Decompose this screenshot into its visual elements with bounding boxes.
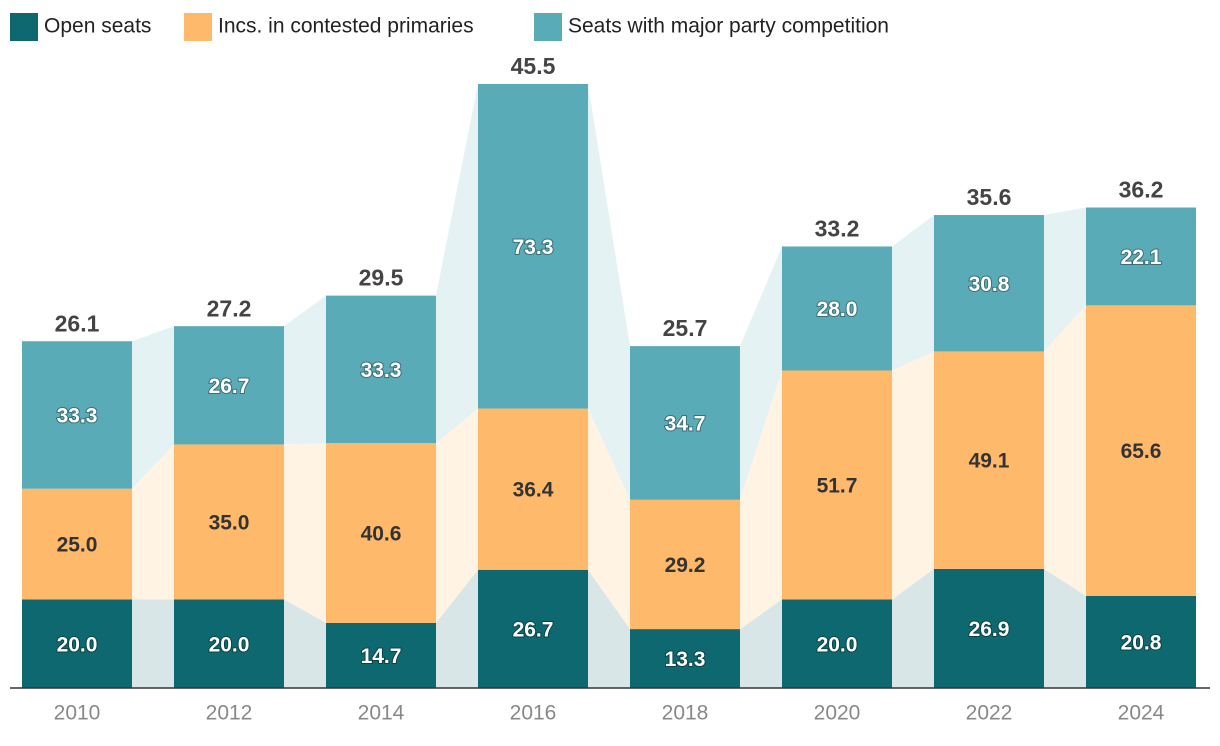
bar-segment — [22, 599, 132, 688]
bar-segment — [326, 295, 436, 444]
value-label: 20.0 — [209, 633, 250, 656]
value-label: 49.1 — [969, 450, 1010, 473]
x-tick-label: 2024 — [1118, 702, 1165, 725]
bar-segment — [630, 499, 740, 630]
total-label: 26.1 — [55, 310, 100, 336]
x-tick-label: 2022 — [966, 702, 1013, 725]
bar-segment — [782, 246, 892, 371]
x-tick-label: 2018 — [662, 702, 709, 725]
value-label: 26.9 — [969, 618, 1010, 641]
value-label: 29.2 — [665, 554, 706, 577]
connector — [588, 569, 630, 688]
connector — [892, 568, 934, 688]
bar-segment — [934, 215, 1044, 352]
value-label: 20.0 — [57, 633, 98, 656]
connector — [436, 408, 478, 623]
value-label: 35.0 — [209, 511, 250, 534]
legend-label: Open seats — [44, 15, 151, 38]
legend-label: Seats with major party competition — [568, 15, 889, 38]
value-label: 20.8 — [1121, 631, 1162, 654]
bar-segment — [1086, 305, 1196, 596]
connector — [740, 370, 782, 630]
bar-segment — [174, 444, 284, 600]
legend-swatch — [534, 13, 562, 41]
connector — [284, 443, 326, 623]
value-label: 22.1 — [1121, 246, 1162, 269]
x-tick-label: 2014 — [358, 702, 405, 725]
total-label: 45.5 — [511, 53, 556, 79]
value-label: 30.8 — [969, 273, 1010, 296]
value-label: 33.3 — [361, 359, 402, 382]
bar-segment — [478, 569, 588, 688]
connector — [1044, 207, 1086, 352]
total-label: 35.6 — [967, 184, 1012, 210]
bar-segment — [174, 599, 284, 688]
bar-segment — [630, 346, 740, 500]
value-label: 14.7 — [361, 645, 402, 668]
bar-segment — [630, 629, 740, 688]
value-label: 34.7 — [665, 412, 706, 435]
legend-swatch — [10, 13, 38, 41]
x-tick-label: 2020 — [814, 702, 861, 725]
x-tick-label: 2010 — [54, 702, 101, 725]
value-label: 73.3 — [513, 236, 554, 259]
value-label: 26.7 — [209, 375, 250, 398]
connector — [1044, 305, 1086, 596]
x-tick-label: 2012 — [206, 702, 253, 725]
connector — [436, 83, 478, 444]
connector — [284, 295, 326, 445]
total-label: 25.7 — [663, 315, 708, 341]
x-tick-label: 2016 — [510, 702, 557, 725]
connector — [132, 326, 174, 489]
bar-segment — [326, 443, 436, 623]
bar-segment — [782, 599, 892, 688]
bar-segment — [478, 408, 588, 570]
connector — [892, 351, 934, 600]
connector — [132, 444, 174, 600]
total-label: 27.2 — [207, 295, 252, 321]
bar-segment — [22, 488, 132, 600]
connector — [892, 215, 934, 371]
value-label: 13.3 — [665, 648, 706, 671]
connector — [436, 569, 478, 688]
connector — [588, 83, 630, 500]
bar-segment — [1086, 595, 1196, 688]
value-label: 51.7 — [817, 474, 858, 497]
bar-segment — [934, 568, 1044, 688]
connector — [588, 408, 630, 630]
connector — [132, 599, 174, 688]
value-label: 26.7 — [513, 618, 554, 641]
value-label: 40.6 — [361, 523, 402, 546]
bar-segment — [934, 351, 1044, 569]
value-label: 65.6 — [1121, 440, 1162, 463]
bar-segment — [174, 326, 284, 445]
connector — [740, 246, 782, 500]
bar-segment — [782, 370, 892, 600]
bar-segment — [326, 622, 436, 688]
legend-label: Incs. in contested primaries — [218, 15, 474, 38]
value-label: 36.4 — [513, 479, 554, 502]
bar-segment — [1086, 207, 1196, 306]
value-label: 20.0 — [817, 633, 858, 656]
bar-segment — [478, 83, 588, 409]
connector — [284, 599, 326, 688]
connector — [740, 599, 782, 688]
bar-segment — [22, 341, 132, 489]
total-label: 33.2 — [815, 216, 860, 242]
value-label: 33.3 — [57, 405, 98, 428]
total-label: 29.5 — [359, 265, 404, 291]
legend-swatch — [184, 13, 212, 41]
value-label: 28.0 — [817, 298, 858, 321]
value-label: 25.0 — [57, 534, 98, 557]
total-label: 36.2 — [1119, 177, 1164, 203]
connector — [1044, 568, 1086, 688]
